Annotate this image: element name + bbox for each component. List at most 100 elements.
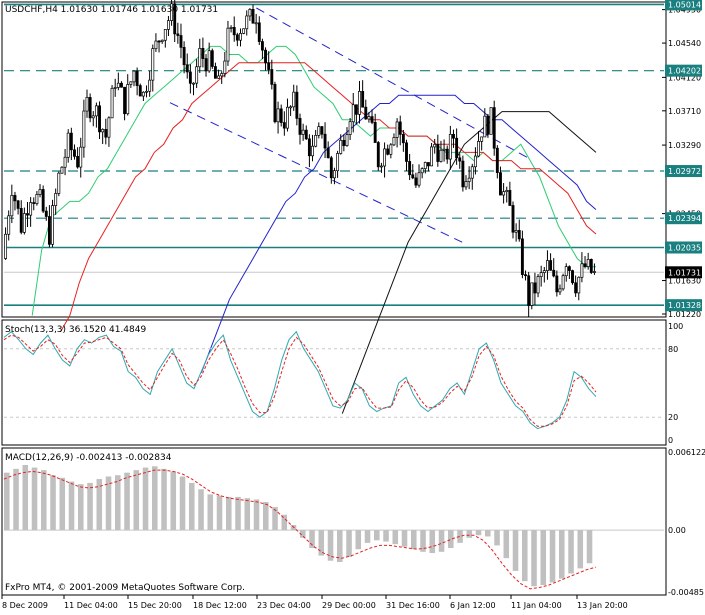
macd-histogram-bar [503, 530, 510, 559]
candle-body [242, 28, 246, 34]
macd-histogram-bar [78, 484, 84, 531]
macd-histogram-bar [59, 477, 66, 531]
candle-body [486, 115, 490, 135]
last-price-box [665, 266, 702, 279]
main-pane-frame [1, 1, 667, 318]
candle-body [323, 133, 327, 149]
candle-body [505, 190, 509, 193]
macd-histogram-bar [309, 530, 315, 548]
level-label: 1.02394 [668, 214, 701, 223]
candle-body [329, 157, 333, 179]
candle-body [254, 22, 258, 25]
macd-histogram-bar [346, 530, 352, 557]
candle-body [16, 200, 20, 209]
stoch-main-line [3, 330, 597, 430]
candle-body [201, 48, 205, 59]
candle-body [198, 48, 202, 68]
candle-body [527, 275, 531, 306]
candle-body [135, 70, 139, 86]
candle-body [13, 195, 17, 202]
price-tick-label: 1.03710 [668, 107, 701, 116]
candle-body [520, 238, 524, 275]
candle-body [286, 106, 289, 129]
macd-histogram-bar [568, 530, 574, 574]
candle-body [420, 168, 424, 174]
candle-body [455, 137, 459, 159]
candle-body [166, 20, 170, 30]
candle-body [207, 50, 211, 72]
candle-body [232, 27, 236, 36]
candle-body [35, 194, 39, 204]
candle-body [320, 126, 324, 135]
candle-body [163, 29, 167, 41]
candle-body [495, 147, 499, 173]
time-tick-label: 18 Dec 12:00 [193, 601, 247, 610]
candle-body [511, 205, 515, 233]
macd-histogram-bar [429, 530, 436, 554]
candle-body [311, 145, 314, 157]
macd-histogram-bar [337, 530, 343, 563]
macd-histogram-bar [235, 496, 241, 531]
candle-body [542, 270, 546, 273]
candle-body [179, 35, 183, 48]
price-tick-label: 1.04120 [668, 73, 701, 82]
candle-body [342, 139, 346, 146]
candle-body [561, 275, 565, 290]
macd-histogram-bar [96, 479, 103, 531]
candle-body [245, 15, 249, 30]
moving-average-line [31, 45, 596, 316]
macd-histogram-bar [531, 530, 537, 587]
candle-body [60, 166, 64, 174]
candle-body [536, 276, 540, 294]
candle-body [220, 73, 224, 77]
candle-body [304, 129, 308, 140]
level-label-box [665, 64, 702, 77]
candle-body [188, 71, 192, 84]
candle-body [567, 266, 571, 271]
candle-body [110, 87, 114, 119]
stoch-tick-label: 80 [668, 345, 678, 354]
candle-body [530, 282, 534, 306]
candle-body [555, 275, 559, 293]
candle-body [10, 195, 14, 217]
macd-histogram-bar [263, 502, 269, 531]
macd-histogram-bar [374, 530, 380, 541]
candle-body [69, 132, 73, 151]
price-pane: 1.049501.045401.041201.037101.032901.024… [4, 0, 702, 414]
candle-body [239, 33, 242, 41]
macd-histogram-bar [87, 482, 93, 531]
candle-body [47, 216, 51, 245]
macd-histogram-bar [559, 530, 565, 579]
candle-body [392, 137, 396, 146]
candle-body [19, 208, 23, 233]
moving-average-line [341, 111, 597, 414]
candle-body [549, 260, 553, 271]
candle-body [85, 97, 89, 112]
macd-histogram-bar [411, 530, 417, 550]
macd-histogram-bar [420, 530, 426, 552]
candle-body [116, 82, 120, 88]
candle-body [41, 189, 45, 212]
macd-histogram-bar [115, 475, 121, 531]
candle-body [276, 108, 280, 123]
macd-histogram-bar [216, 495, 223, 531]
level-label: 1.04202 [668, 67, 701, 76]
macd-histogram-bar [50, 475, 56, 531]
candle-body [173, 3, 177, 35]
candle-body [98, 105, 101, 133]
macd-histogram-bar [466, 530, 473, 538]
candle-body [123, 86, 127, 115]
candle-body [480, 136, 484, 142]
candle-body [248, 9, 252, 17]
macd-histogram-bar [577, 530, 584, 569]
candle-body [426, 162, 430, 167]
candle-body [583, 263, 587, 267]
candle-body [405, 142, 408, 162]
macd-histogram-bar [327, 530, 334, 561]
candle-body [66, 132, 70, 158]
candle-body [423, 162, 427, 169]
macd-histogram-bar [142, 467, 149, 531]
candle-body [379, 165, 383, 168]
candle-body [552, 269, 556, 277]
candle-body [54, 193, 58, 206]
